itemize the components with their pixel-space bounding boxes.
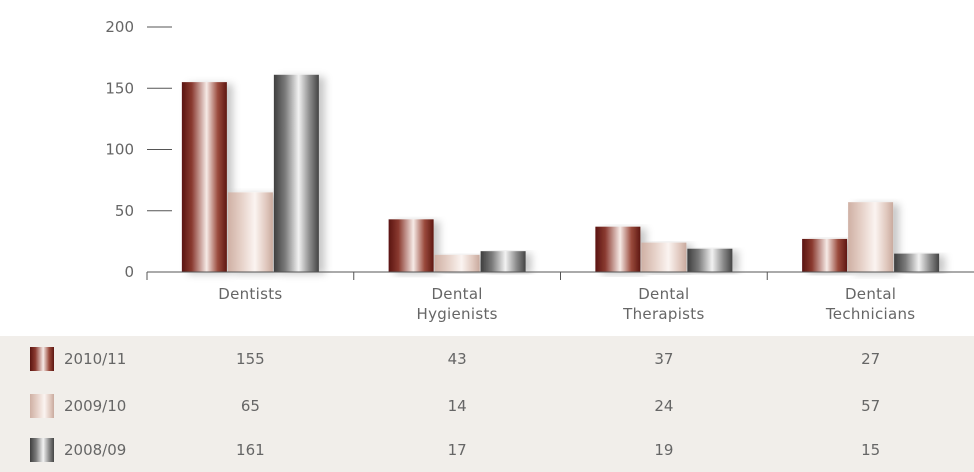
bar-2008-09 [687,248,733,272]
y-tick-label: 150 [105,79,134,97]
row-label: 2008/09 [64,441,126,459]
y-tick-label: 0 [124,263,134,281]
y-axis: 0 50 100 150 200 [105,18,172,281]
bar-2008-09 [273,74,319,273]
bar-2010-11 [595,226,641,272]
bar-2010-11 [181,82,227,272]
bars [181,74,940,273]
y-tick-label: 100 [105,141,134,159]
row-label: 2009/10 [64,397,126,415]
table-cell: 17 [448,441,467,459]
bar-2009-10 [641,242,687,272]
legend-swatch [30,438,54,462]
category-label: Dental Hygienists [416,285,497,323]
table-cell: 155 [236,350,265,368]
y-tick-label: 200 [105,18,134,36]
y-tick-label: 50 [115,202,134,220]
bar-2009-10 [227,192,273,272]
table-cell: 65 [241,397,260,415]
row-label: 2010/11 [64,350,126,368]
legend-swatch [30,394,54,418]
table-cell: 14 [448,397,467,415]
table-cell: 15 [861,441,880,459]
table-cell: 43 [448,350,467,368]
bar-2009-10 [848,202,894,272]
table-cell: 57 [861,397,880,415]
category-label: Dentists [218,285,282,303]
table-cell: 37 [654,350,673,368]
bar-2009-10 [434,254,480,272]
bar-2008-09 [894,253,940,272]
table-cell: 161 [236,441,265,459]
bar-2010-11 [388,219,434,272]
legend-swatch [30,347,54,371]
category-label: Dental Technicians [825,285,916,323]
table-background [0,336,974,472]
table-cell: 19 [654,441,673,459]
data-table: 2010/11 155 43 37 27 2009/10 65 14 24 57 2008/09 16… [30,347,880,462]
table-cell: 24 [654,397,673,415]
table-cell: 27 [861,350,880,368]
bar-2008-09 [480,251,526,272]
bar-2010-11 [802,238,848,272]
x-axis: Dentists Dental Hygienists Dental Therapists… [146,272,916,323]
category-label: Dental Therapists [622,285,704,323]
